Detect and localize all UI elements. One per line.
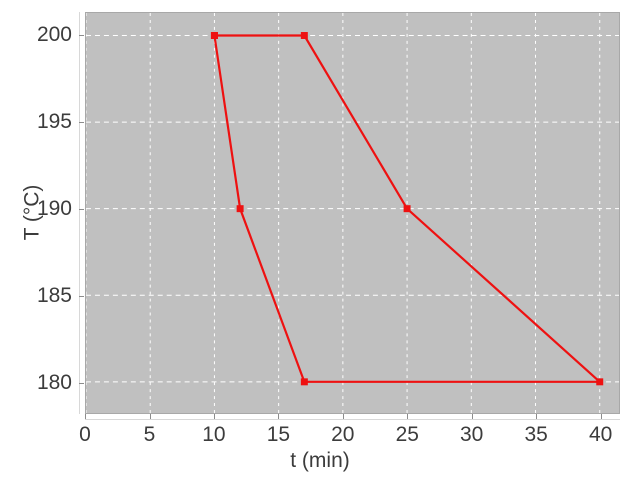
x-tick-mark: [342, 414, 344, 419]
x-tick-mark: [600, 414, 602, 419]
x-tick-label: 40: [589, 423, 613, 446]
y-tick-label: 185: [36, 283, 72, 307]
data-series-line: [210, 32, 604, 386]
y-tick-mark: [79, 382, 84, 384]
y-axis-label: T (°C): [20, 184, 44, 241]
x-axis-line: [85, 419, 620, 420]
x-tick-label: 15: [266, 423, 291, 446]
y-tick-label: 200: [36, 22, 72, 46]
x-tick-label: 10: [202, 423, 226, 446]
y-axis-line: [79, 12, 80, 414]
x-tick-mark: [149, 414, 151, 419]
x-tick-label: 35: [524, 423, 548, 446]
x-tick-mark: [85, 414, 86, 419]
y-tick-mark: [79, 208, 84, 210]
x-tick-mark: [278, 414, 280, 419]
y-tick-label: 180: [36, 370, 72, 394]
x-tick-mark: [536, 414, 538, 419]
x-tick-label: 30: [460, 423, 484, 446]
plot-area: [85, 12, 620, 414]
x-axis-label: t (min): [290, 449, 350, 472]
y-tick-label: 195: [36, 109, 72, 133]
y-tick-mark: [79, 121, 84, 123]
y-tick-label: 190: [36, 196, 72, 220]
x-tick-mark: [407, 414, 409, 419]
y-tick-mark: [79, 295, 84, 297]
x-tick-label: 20: [331, 423, 355, 446]
x-tick-mark: [471, 414, 473, 419]
x-tick-mark: [213, 414, 215, 419]
y-tick-mark: [79, 34, 84, 36]
x-tick-label: 25: [395, 423, 419, 446]
x-tick-label: 5: [143, 423, 156, 446]
x-tick-label: 0: [79, 423, 91, 446]
